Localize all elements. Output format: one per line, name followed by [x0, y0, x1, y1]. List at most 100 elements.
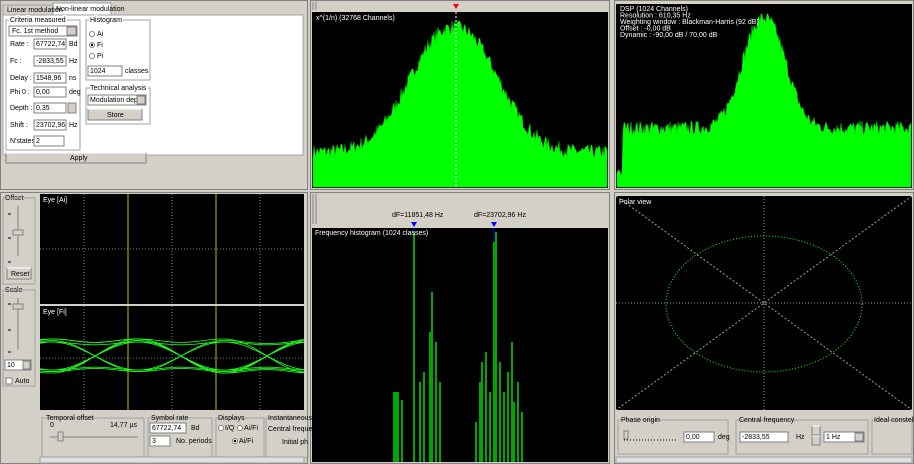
field-label: Depth : [10, 105, 33, 112]
input-box[interactable] [87, 94, 147, 106]
group-title: Ideal constellatio [874, 417, 914, 424]
group-title: Technical analysis [90, 85, 147, 92]
eye-trace [39, 340, 305, 372]
marker-band [318, 194, 608, 226]
dropdown-value[interactable]: Fc. 1st method [12, 28, 58, 35]
field-label: N'states [10, 138, 36, 145]
input-box[interactable] [33, 86, 67, 98]
spinner[interactable] [67, 102, 77, 114]
tab-page [2, 14, 304, 156]
input-box[interactable] [87, 65, 123, 77]
group-box [2, 289, 36, 387]
radio[interactable] [89, 31, 95, 37]
scrollbar[interactable] [39, 456, 305, 464]
field-value[interactable]: 3 [152, 438, 156, 445]
center-marker [453, 4, 459, 9]
radio-label[interactable]: Pi [97, 53, 104, 60]
field-value[interactable]: 0,00 [36, 89, 50, 96]
group-title: Instantaneous p [268, 415, 318, 422]
dropdown-arrow[interactable] [854, 432, 864, 442]
radio[interactable] [89, 53, 95, 59]
frequency-marker [491, 222, 497, 227]
field-value[interactable]: -2833,55 [742, 434, 770, 441]
field-unit: No. periods [176, 438, 212, 445]
dropdown-arrow[interactable] [66, 26, 77, 36]
diagonal [615, 195, 913, 411]
button-label[interactable]: Store [107, 112, 124, 119]
eye-trace [39, 340, 305, 372]
field-value[interactable]: 23702,96 [36, 122, 65, 129]
button[interactable] [811, 425, 821, 436]
group-title: Temporal offset [46, 415, 94, 422]
group-title: Displays [218, 415, 245, 422]
input-box[interactable] [149, 422, 187, 434]
plot-label: Eye [Fi] [43, 309, 67, 316]
input-box[interactable] [8, 25, 78, 37]
field-unit: Bd [69, 41, 78, 48]
dropdown-arrow[interactable] [22, 360, 31, 370]
radio-dot [90, 43, 94, 47]
input-box[interactable] [683, 431, 715, 443]
plot-area [312, 228, 608, 462]
input-box[interactable] [33, 119, 67, 131]
dropdown-value[interactable]: 10 [7, 362, 15, 369]
slider-min: 0 [50, 422, 54, 429]
radio-dot [233, 439, 237, 443]
spectrum-trace [616, 13, 912, 188]
field-value[interactable]: 0,35 [36, 105, 50, 112]
slider-thumb[interactable] [57, 431, 64, 442]
tab-label[interactable]: Linear modulation [7, 7, 63, 14]
scrollbar[interactable] [615, 456, 913, 464]
group-title: Histogram [90, 17, 122, 24]
field-unit: deg [69, 89, 81, 96]
slider-thumb[interactable] [623, 430, 629, 440]
input-box[interactable] [149, 435, 171, 447]
plot-label: Frequency histogram (1024 classes) [315, 230, 428, 237]
group-box [617, 419, 729, 455]
input-box[interactable] [33, 38, 67, 50]
input-box[interactable] [33, 55, 67, 67]
slider-thumb[interactable] [12, 229, 24, 236]
group-box [85, 19, 151, 81]
field-unit: Hz [796, 434, 805, 441]
button-label[interactable]: Reset [11, 271, 29, 278]
dropdown-value[interactable]: Modulation depth [90, 97, 144, 104]
radio-label[interactable]: I/Q [225, 425, 235, 432]
field-unit: deg [718, 434, 730, 441]
group-box [5, 19, 81, 151]
field-label: Fc : [10, 58, 22, 65]
input-box[interactable] [739, 431, 789, 443]
radio-label[interactable]: Ai/Fi [239, 438, 253, 445]
eye-trace [39, 341, 305, 346]
radio-label[interactable]: Ai [97, 31, 104, 38]
input-box[interactable] [33, 72, 67, 84]
group-box [871, 419, 913, 455]
radio[interactable] [218, 425, 224, 431]
field-value[interactable]: -2833,55 [36, 58, 64, 65]
group-box [2, 197, 36, 285]
dropdown-value[interactable]: 1 Hz [826, 434, 841, 441]
input-box[interactable] [823, 431, 865, 443]
radio-label[interactable]: Fi [97, 42, 103, 49]
button-label[interactable]: Apply [70, 155, 88, 162]
input-box[interactable] [33, 135, 65, 147]
field-value[interactable]: 0,00 [686, 434, 700, 441]
field-value[interactable]: 67722,74 [152, 425, 181, 432]
field-value[interactable]: 67722,74 [36, 41, 65, 48]
slider-thumb[interactable] [12, 303, 24, 310]
field-value[interactable]: 1548,96 [36, 75, 61, 82]
radio-label[interactable]: Ai/Fi [244, 425, 258, 432]
input-box[interactable] [4, 359, 32, 371]
tab-label[interactable]: Non-linear modulation [56, 6, 125, 13]
marker-label: dF=23702,96 Hz [474, 212, 526, 219]
classes-value[interactable]: 1024 [90, 68, 106, 75]
field-value[interactable]: 2 [36, 138, 40, 145]
marker-label: dF=11851,48 Hz [392, 212, 444, 219]
dropdown-arrow[interactable] [136, 95, 146, 105]
radio[interactable] [237, 425, 243, 431]
checkbox-label[interactable]: Auto [15, 378, 30, 385]
button[interactable] [811, 435, 821, 446]
checkbox[interactable] [5, 377, 13, 385]
input-box[interactable] [33, 102, 67, 114]
